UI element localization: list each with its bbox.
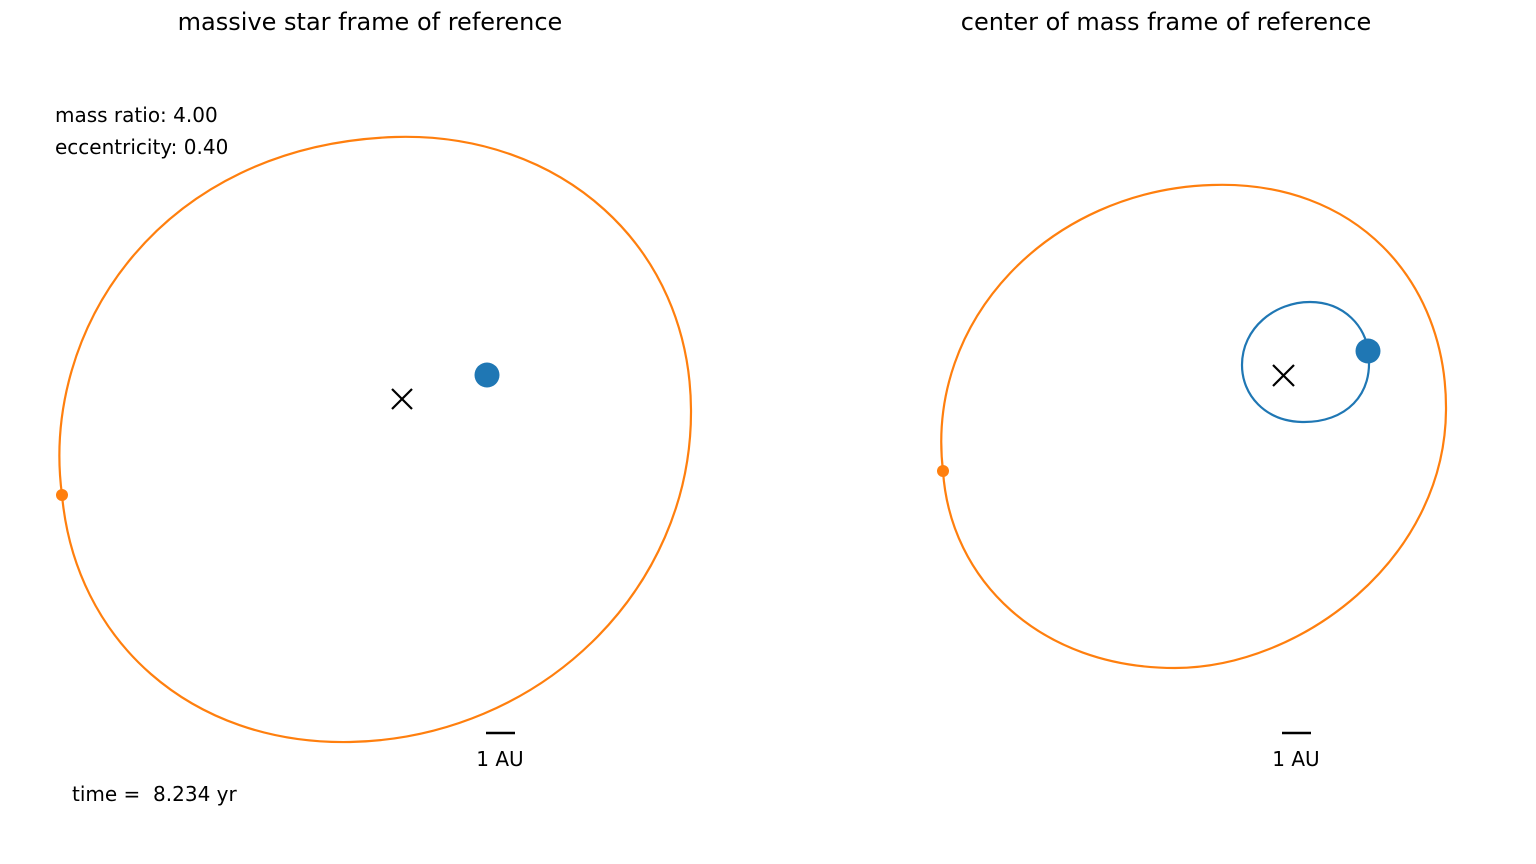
left-panel: 1 AU (56, 135, 693, 771)
eccentricity-label: eccentricity: (55, 135, 178, 159)
right-panel: 1 AU (937, 183, 1448, 771)
scale-label-left: 1 AU (476, 747, 523, 771)
mass-ratio-label: mass ratio: (55, 103, 167, 127)
right-panel-title: center of mass frame of reference (960, 8, 1372, 36)
time-unit: yr (216, 782, 237, 806)
light-star-dot-left (56, 489, 68, 501)
massive-star-dot-right (1355, 338, 1381, 364)
light-star-orbit-left (58, 135, 693, 744)
light-star-orbit-right (940, 183, 1448, 670)
center-of-mass-x-marker (1272, 364, 1295, 387)
massive-star-orbit-right (1240, 300, 1371, 424)
scale-label-right: 1 AU (1272, 747, 1319, 771)
left-panel-title: massive star frame of reference (177, 8, 563, 36)
time-readout: time = 8.234 yr (72, 782, 237, 806)
massive-star-dot-left (474, 362, 500, 388)
light-star-dot-right (937, 465, 949, 477)
mass-ratio-value: 4.00 (173, 103, 218, 127)
time-label: time = (72, 782, 147, 806)
eccentricity-readout: eccentricity: 0.40 (55, 135, 228, 159)
mass-ratio-readout: mass ratio: 4.00 (55, 103, 218, 127)
reference-x-marker-left (391, 388, 413, 410)
time-value: 8.234 (153, 782, 211, 806)
eccentricity-value: 0.40 (183, 135, 229, 159)
